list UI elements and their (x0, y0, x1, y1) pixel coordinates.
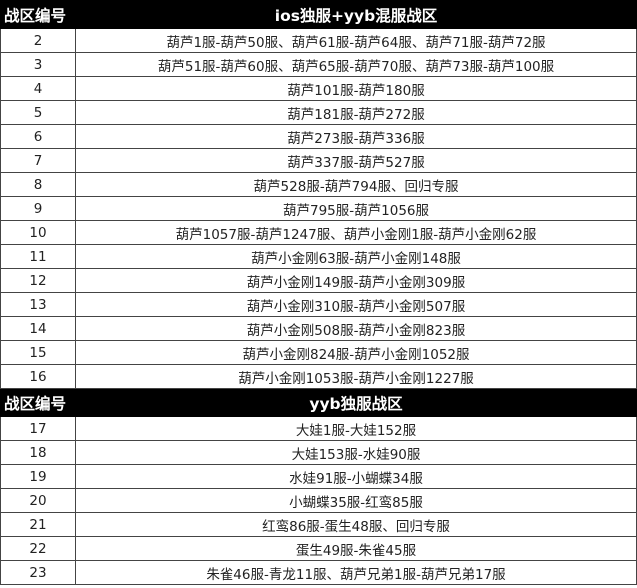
zone-servers-cell: 小蝴蝶35服-红鸾85服 (75, 488, 637, 513)
zone-id-cell: 21 (0, 512, 76, 537)
table-row: 5 葫芦181服-葫芦272服 (0, 100, 637, 125)
zone-servers-cell: 葫芦小金刚824服-葫芦小金刚1052服 (75, 340, 637, 365)
zone-servers-cell: 葫芦1057服-葫芦1247服、葫芦小金刚1服-葫芦小金刚62服 (75, 220, 637, 245)
zone-servers-cell: 蛋生49服-朱雀45服 (75, 536, 637, 561)
table-row: 11 葫芦小金刚63服-葫芦小金刚148服 (0, 244, 637, 269)
zone-id-cell: 10 (0, 220, 76, 245)
zone-id-cell: 17 (0, 416, 76, 441)
zone-id-cell: 11 (0, 244, 76, 269)
zone-id-cell: 8 (0, 172, 76, 197)
table-row: 19 水娃91服-小蝴蝶34服 (0, 464, 637, 489)
table-row: 3 葫芦51服-葫芦60服、葫芦65服-葫芦70服、葫芦73服-葫芦100服 (0, 52, 637, 77)
zone-servers-header: yyb独服战区 (75, 388, 637, 417)
zone-id-header: 战区编号 (0, 0, 76, 29)
table-row: 15 葫芦小金刚824服-葫芦小金刚1052服 (0, 340, 637, 365)
zone-servers-cell: 葫芦51服-葫芦60服、葫芦65服-葫芦70服、葫芦73服-葫芦100服 (75, 52, 637, 77)
zone-servers-cell: 葫芦795服-葫芦1056服 (75, 196, 637, 221)
section-header-row: 战区编号 ios独服+yyb混服战区 (0, 0, 637, 29)
zone-servers-cell: 葫芦181服-葫芦272服 (75, 100, 637, 125)
zone-id-cell: 5 (0, 100, 76, 125)
table-row: 18 大娃153服-水娃90服 (0, 440, 637, 465)
section-header-row: 战区编号 yyb独服战区 (0, 388, 637, 417)
table-row: 12 葫芦小金刚149服-葫芦小金刚309服 (0, 268, 637, 293)
table-row: 17 大娃1服-大娃152服 (0, 416, 637, 441)
zone-servers-cell: 红鸾86服-蛋生48服、回归专服 (75, 512, 637, 537)
table-row: 2 葫芦1服-葫芦50服、葫芦61服-葫芦64服、葫芦71服-葫芦72服 (0, 28, 637, 53)
zone-servers-cell: 大娃1服-大娃152服 (75, 416, 637, 441)
zone-servers-cell: 葫芦小金刚508服-葫芦小金刚823服 (75, 316, 637, 341)
zone-servers-cell: 葫芦小金刚1053服-葫芦小金刚1227服 (75, 364, 637, 389)
table-row: 16 葫芦小金刚1053服-葫芦小金刚1227服 (0, 364, 637, 389)
zone-servers-cell: 葫芦337服-葫芦527服 (75, 148, 637, 173)
zone-id-cell: 19 (0, 464, 76, 489)
table-row: 22 蛋生49服-朱雀45服 (0, 536, 637, 561)
zone-servers-cell: 葫芦528服-葫芦794服、回归专服 (75, 172, 637, 197)
zone-servers-cell: 水娃91服-小蝴蝶34服 (75, 464, 637, 489)
table-row: 21 红鸾86服-蛋生48服、回归专服 (0, 512, 637, 537)
zone-id-cell: 6 (0, 124, 76, 149)
table-row: 9 葫芦795服-葫芦1056服 (0, 196, 637, 221)
table-row: 7 葫芦337服-葫芦527服 (0, 148, 637, 173)
zone-servers-cell: 葫芦273服-葫芦336服 (75, 124, 637, 149)
zone-id-cell: 3 (0, 52, 76, 77)
table-row: 6 葫芦273服-葫芦336服 (0, 124, 637, 149)
table-row: 14 葫芦小金刚508服-葫芦小金刚823服 (0, 316, 637, 341)
table-row: 20 小蝴蝶35服-红鸾85服 (0, 488, 637, 513)
zone-id-cell: 7 (0, 148, 76, 173)
zone-id-cell: 15 (0, 340, 76, 365)
table-row: 10 葫芦1057服-葫芦1247服、葫芦小金刚1服-葫芦小金刚62服 (0, 220, 637, 245)
zone-servers-cell: 葫芦小金刚149服-葫芦小金刚309服 (75, 268, 637, 293)
zone-servers-cell: 大娃153服-水娃90服 (75, 440, 637, 465)
zone-id-cell: 22 (0, 536, 76, 561)
zone-id-cell: 9 (0, 196, 76, 221)
table-row: 8 葫芦528服-葫芦794服、回归专服 (0, 172, 637, 197)
zone-id-cell: 20 (0, 488, 76, 513)
zone-servers-cell: 葫芦小金刚310服-葫芦小金刚507服 (75, 292, 637, 317)
zone-id-cell: 12 (0, 268, 76, 293)
zone-id-cell: 18 (0, 440, 76, 465)
table-row: 13 葫芦小金刚310服-葫芦小金刚507服 (0, 292, 637, 317)
table-row: 4 葫芦101服-葫芦180服 (0, 76, 637, 101)
zone-servers-header: ios独服+yyb混服战区 (75, 0, 637, 29)
zone-servers-cell: 葫芦101服-葫芦180服 (75, 76, 637, 101)
zone-id-cell: 16 (0, 364, 76, 389)
zone-id-cell: 23 (0, 560, 76, 585)
zone-id-cell: 4 (0, 76, 76, 101)
zone-id-cell: 2 (0, 28, 76, 53)
zone-servers-cell: 葫芦小金刚63服-葫芦小金刚148服 (75, 244, 637, 269)
zone-id-cell: 14 (0, 316, 76, 341)
zone-id-header: 战区编号 (0, 388, 76, 417)
zone-servers-cell: 朱雀46服-青龙11服、葫芦兄弟1服-葫芦兄弟17服 (75, 560, 637, 585)
table-row: 23 朱雀46服-青龙11服、葫芦兄弟1服-葫芦兄弟17服 (0, 560, 637, 585)
zone-servers-cell: 葫芦1服-葫芦50服、葫芦61服-葫芦64服、葫芦71服-葫芦72服 (75, 28, 637, 53)
zone-id-cell: 13 (0, 292, 76, 317)
